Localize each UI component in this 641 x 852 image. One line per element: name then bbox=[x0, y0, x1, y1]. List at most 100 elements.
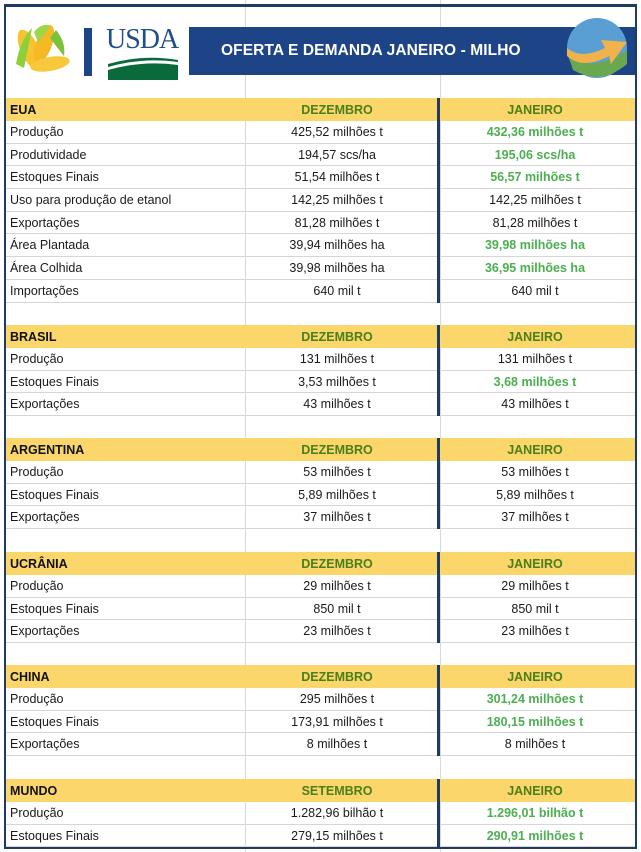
previous-value: 1.282,96 bilhão t bbox=[290, 805, 384, 820]
current-value: 23 milhões t bbox=[501, 624, 569, 639]
section-eua: EUA DEZEMBRO JANEIRO Produção 425,52 milhões… bbox=[6, 98, 635, 303]
usda-logo: USDA bbox=[106, 24, 179, 80]
section-argentina: ARGENTINA DEZEMBRO JANEIRO Produção 53 milhõ… bbox=[6, 438, 635, 530]
section-name: ARGENTINA bbox=[10, 442, 85, 457]
table-row: Exportações 81,28 milhões t 81,28 milhões … bbox=[6, 212, 635, 235]
current-value: 850 mil t bbox=[511, 601, 559, 616]
column-header-previous: DEZEMBRO bbox=[301, 102, 373, 117]
table-row: Estoques Finais 5,89 milhões t 5,89 milhõe… bbox=[6, 484, 635, 507]
previous-value: 295 milhões t bbox=[299, 691, 375, 706]
previous-value: 23 milhões t bbox=[303, 624, 371, 639]
column-header-previous: DEZEMBRO bbox=[301, 556, 373, 571]
table-row: Produção 53 milhões t 53 milhões t bbox=[6, 461, 635, 484]
row-label: Estoques Finais bbox=[10, 170, 99, 185]
current-value: 53 milhões t bbox=[501, 464, 569, 479]
section-header-row: CHINA DEZEMBRO JANEIRO bbox=[6, 665, 635, 688]
row-label: Estoques Finais bbox=[10, 828, 99, 843]
row-label: Uso para produção de etanol bbox=[10, 192, 172, 207]
row-label: Exportações bbox=[10, 624, 80, 639]
table-row: Produção 295 milhões t 301,24 milhões t bbox=[6, 688, 635, 711]
column-header-current: JANEIRO bbox=[507, 669, 563, 684]
previous-value: 3,53 milhões t bbox=[298, 374, 376, 389]
table-row: Estoques Finais 173,91 milhões t 180,15 mi… bbox=[6, 711, 635, 734]
current-value: 5,89 milhões t bbox=[496, 487, 574, 502]
table-row: Estoques Finais 279,15 milhões t 290,91 mi… bbox=[6, 825, 635, 848]
report-frame bbox=[4, 4, 637, 849]
current-value: 8 milhões t bbox=[504, 737, 566, 752]
row-label: Produtividade bbox=[10, 147, 87, 162]
current-value: 432,36 milhões t bbox=[486, 124, 584, 139]
section-ucrânia: UCRÂNIA DEZEMBRO JANEIRO Produção 29 milhões… bbox=[6, 552, 635, 644]
section-header-row: UCRÂNIA DEZEMBRO JANEIRO bbox=[6, 552, 635, 575]
row-label: Estoques Finais bbox=[10, 487, 99, 502]
row-label: Produção bbox=[10, 124, 64, 139]
previous-value: 131 milhões t bbox=[299, 351, 375, 366]
section-mundo: MUNDO SETEMBRO JANEIRO Produção 1.282,96 bil… bbox=[6, 779, 635, 848]
row-label: Importações bbox=[10, 283, 79, 298]
section-name: CHINA bbox=[10, 669, 50, 684]
column-separator bbox=[437, 325, 440, 417]
column-header-previous: DEZEMBRO bbox=[301, 669, 373, 684]
row-label: Exportações bbox=[10, 215, 80, 230]
current-value: 39,98 milhões ha bbox=[484, 238, 586, 253]
current-value: 81,28 milhões t bbox=[492, 215, 578, 230]
table-row: Produção 29 milhões t 29 milhões t bbox=[6, 575, 635, 598]
table-row: Produção 131 milhões t 131 milhões t bbox=[6, 348, 635, 371]
section-header-row: ARGENTINA DEZEMBRO JANEIRO bbox=[6, 438, 635, 461]
column-separator bbox=[437, 438, 440, 530]
previous-value: 81,28 milhões t bbox=[294, 215, 380, 230]
section-header-row: BRASIL DEZEMBRO JANEIRO bbox=[6, 325, 635, 348]
section-name: BRASIL bbox=[10, 329, 57, 344]
column-header-current: JANEIRO bbox=[507, 102, 563, 117]
table-row: Estoques Finais 3,53 milhões t 3,68 milhõe… bbox=[6, 371, 635, 394]
current-value: 301,24 milhões t bbox=[486, 691, 584, 706]
row-label: Área Plantada bbox=[10, 238, 90, 253]
previous-value: 279,15 milhões t bbox=[291, 828, 383, 843]
previous-value: 640 mil t bbox=[313, 283, 361, 298]
current-value: 3,68 milhões t bbox=[493, 374, 577, 389]
table-row: Uso para produção de etanol 142,25 milhõe… bbox=[6, 189, 635, 212]
previous-value: 8 milhões t bbox=[306, 737, 368, 752]
row-label: Produção bbox=[10, 351, 64, 366]
current-value: 640 mil t bbox=[511, 283, 559, 298]
row-label: Produção bbox=[10, 691, 64, 706]
previous-value: 173,91 milhões t bbox=[291, 714, 383, 729]
current-value: 36,95 milhões ha bbox=[484, 260, 586, 275]
column-separator bbox=[437, 98, 440, 303]
current-value: 290,91 milhões t bbox=[486, 828, 584, 843]
current-value: 56,57 milhões t bbox=[490, 170, 580, 185]
section-china: CHINA DEZEMBRO JANEIRO Produção 295 milhões … bbox=[6, 665, 635, 757]
table-row: Produção 425,52 milhões t 432,36 milhões t bbox=[6, 121, 635, 144]
previous-value: 194,57 scs/ha bbox=[298, 147, 376, 162]
current-value: 142,25 milhões t bbox=[489, 192, 581, 207]
table-row: Produtividade 194,57 scs/ha 195,06 scs/ha bbox=[6, 144, 635, 167]
previous-value: 5,89 milhões t bbox=[298, 487, 376, 502]
table-row: Área Colhida 39,98 milhões ha 36,95 milhõe… bbox=[6, 257, 635, 280]
previous-value: 850 mil t bbox=[313, 601, 361, 616]
row-label: Produção bbox=[10, 578, 64, 593]
row-label: Área Colhida bbox=[10, 260, 83, 275]
row-label: Produção bbox=[10, 464, 64, 479]
report-header: USDA OFERTA E DEMANDA JANEIRO - MILHO bbox=[6, 18, 635, 80]
section-header-row: MUNDO SETEMBRO JANEIRO bbox=[6, 779, 635, 802]
column-separator bbox=[437, 779, 440, 848]
table-row: Estoques Finais 850 mil t 850 mil t bbox=[6, 598, 635, 621]
table-row: Área Plantada 39,94 milhões ha 39,98 milhõ… bbox=[6, 234, 635, 258]
table-row: Exportações 43 milhões t 43 milhões t bbox=[6, 393, 635, 417]
column-header-current: JANEIRO bbox=[507, 556, 563, 571]
previous-value: 39,94 milhões ha bbox=[289, 238, 385, 253]
previous-value: 39,98 milhões ha bbox=[289, 260, 385, 275]
table-row: Estoques Finais 51,54 milhões t 56,57 milh… bbox=[6, 166, 635, 190]
previous-value: 51,54 milhões t bbox=[294, 170, 380, 185]
section-name: UCRÂNIA bbox=[10, 556, 68, 571]
previous-value: 37 milhões t bbox=[303, 510, 371, 525]
row-label: Estoques Finais bbox=[10, 714, 99, 729]
previous-value: 425,52 milhões t bbox=[291, 124, 383, 139]
column-header-current: JANEIRO bbox=[507, 329, 563, 344]
row-label: Exportações bbox=[10, 737, 80, 752]
column-header-previous: DEZEMBRO bbox=[301, 329, 373, 344]
column-separator bbox=[437, 552, 440, 644]
current-value: 1.296,01 bilhão t bbox=[486, 805, 584, 820]
row-label: Estoques Finais bbox=[10, 601, 99, 616]
previous-value: 29 milhões t bbox=[303, 578, 371, 593]
